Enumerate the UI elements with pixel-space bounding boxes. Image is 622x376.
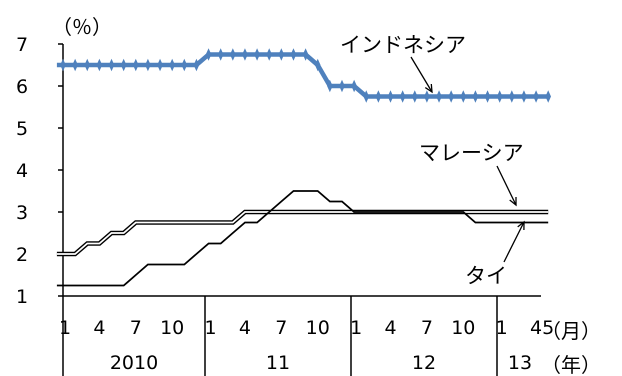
data-point [424,90,430,103]
annotation-leader [496,165,517,206]
data-point [351,79,357,93]
data-point [84,58,91,72]
y-tick-label: 1 [16,286,28,308]
x-month-label: 7 [275,317,287,339]
annotation-arrowhead [424,83,433,94]
series-line-malaysia-outer [56,209,549,257]
x-month-label: 4 [384,317,396,339]
annotation-label: タイ [465,264,507,288]
x-month-label: 4 [239,317,251,339]
annotation-arrowhead [509,197,517,207]
data-point [509,90,515,103]
data-point [181,58,188,72]
x-month-label: 1 [205,317,217,339]
y-tick-label: 3 [16,202,28,224]
data-point [60,58,66,72]
y-tick-label: 4 [16,160,28,182]
data-point [521,90,527,103]
series-0 [56,48,551,103]
y-unit-label: （％） [52,15,112,39]
x-year-label: 11 [266,352,290,374]
x-year-label: 13 [508,352,532,374]
plot-area [56,48,551,287]
data-point [545,90,551,103]
x-month-label: 4 [93,317,105,339]
x-unit-year-label: （年） [541,353,601,376]
data-point [363,90,370,103]
data-point [327,79,333,93]
data-point [242,48,248,61]
data-point [411,90,418,103]
x-month-label: 1 [350,317,362,339]
series-1 [56,209,549,257]
x-month-label: 10 [451,317,475,339]
x-month-label: 7 [421,317,433,339]
data-point [472,90,479,103]
data-point [205,48,212,61]
data-point [375,90,382,103]
annotation-arrowhead [517,220,525,231]
x-year-label: 12 [412,352,436,374]
data-point [448,90,454,103]
series-2 [56,190,549,287]
data-point [193,58,200,72]
data-point [533,90,539,103]
data-point [120,58,127,72]
data-point [278,48,285,61]
y-tick-label: 7 [16,34,28,56]
x-month-label: 1 [496,317,508,339]
data-point [132,58,139,72]
x-month-label: 10 [160,317,184,339]
data-point [387,90,394,103]
data-point [157,58,163,72]
data-point [484,90,491,103]
x-unit-month-label: （月） [541,319,601,343]
data-point [399,90,406,103]
data-point [230,48,236,61]
data-point [339,79,345,93]
annotation-label: インドネシア [340,33,466,57]
annotation-label: マレーシア [419,141,524,165]
data-point [436,90,442,103]
series-line-indonesia [56,52,549,99]
y-axis: 1 2 3 4 5 6 7 [16,34,64,308]
annotation-leader [503,221,525,263]
data-point [496,90,503,103]
data-point [169,58,175,72]
series-line-malaysia-inner [56,211,549,255]
y-tick-label: 2 [16,244,28,266]
data-point [290,48,297,61]
data-point [266,48,273,61]
data-point [96,58,103,72]
data-point [254,48,260,61]
x-month-label: 10 [306,317,330,339]
data-point [302,48,309,61]
x-month-label: 1 [59,317,71,339]
data-point [314,58,321,72]
y-tick-label: 5 [16,118,28,140]
data-point [217,48,224,61]
x-month-label: 4 [530,317,542,339]
y-tick-label: 6 [16,76,28,98]
data-point [108,58,115,72]
data-point [72,58,78,72]
x-month-label: 7 [130,317,142,339]
annotation-leader [410,56,433,93]
data-point [460,90,467,103]
series-line-thailand [56,190,549,287]
data-point [145,58,151,72]
x-year-label: 2010 [110,352,158,374]
x-month-label: 5 [542,317,554,339]
